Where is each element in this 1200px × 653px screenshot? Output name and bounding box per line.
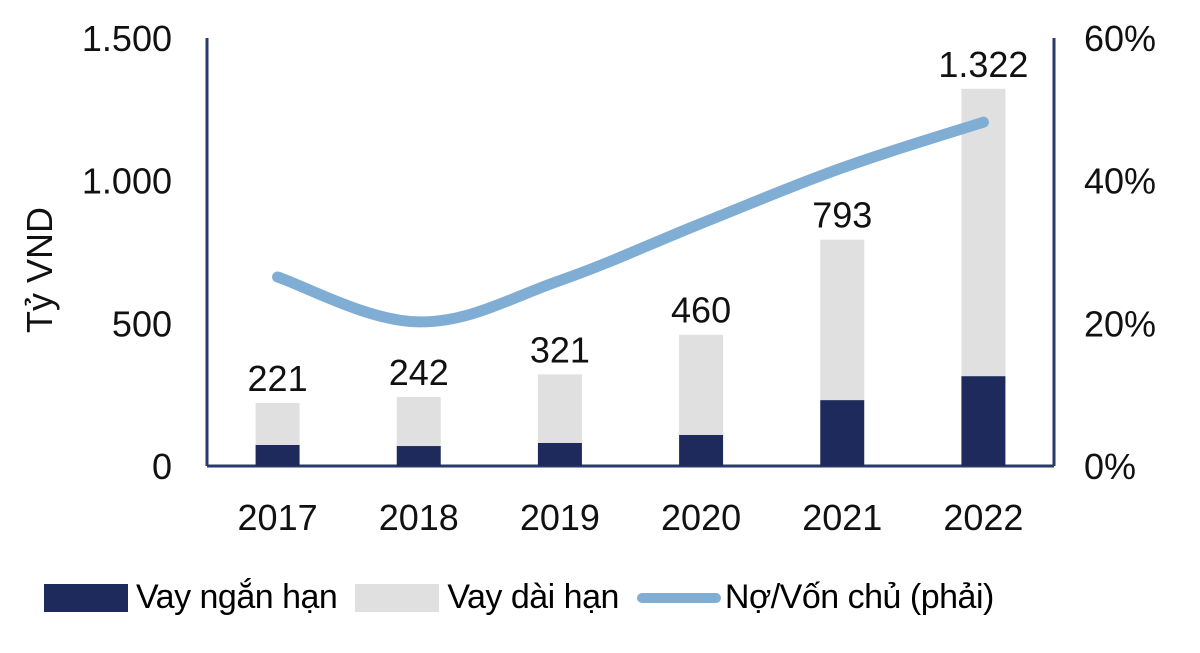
legend-label: Nợ/Vốn chủ (phải) (724, 578, 994, 616)
y-tick-label: 1.000 (82, 161, 172, 202)
y2-tick-label: 0% (1084, 446, 1136, 487)
legend: Vay ngắn hạn Vay dài hạn Nợ/Vốn chủ (phả… (44, 578, 1012, 617)
short-term-bar (679, 434, 724, 466)
debt-equity-line-icon (636, 592, 721, 603)
legend-item-long-term: Vay dài hạn (355, 578, 619, 617)
x-tick-label: 2017 (238, 497, 318, 538)
legend-label: Vay dài hạn (447, 578, 619, 616)
chart-axes (205, 38, 1056, 468)
total-value-label: 460 (671, 290, 731, 331)
y2-tick-label: 20% (1084, 303, 1156, 344)
short-term-bar (537, 442, 582, 466)
axis-ticks: 2017 2018 2019 2020 2021 2022 0 500 1.000 1.500 0%… (19, 18, 1156, 538)
x-tick-label: 2021 (802, 497, 882, 538)
total-value-label: 321 (530, 329, 590, 370)
long-term-bar (537, 374, 582, 443)
x-tick-label: 2019 (520, 497, 600, 538)
short-term-bar (820, 400, 865, 466)
long-term-bar (396, 396, 441, 447)
short-term-bar (961, 376, 1006, 466)
y2-tick-label: 60% (1084, 18, 1156, 59)
y-tick-label: 1.500 (82, 18, 172, 59)
x-tick-label: 2020 (661, 497, 741, 538)
y-tick-label: 500 (112, 303, 172, 344)
total-value-label: 242 (389, 352, 449, 393)
total-value-label: 1.322 (938, 44, 1028, 85)
long-term-bar (961, 88, 1006, 377)
bar-series (255, 88, 1006, 466)
total-value-label: 793 (812, 195, 872, 236)
debt-chart: 221 242 321 460 793 1.322 2017 2018 2019 2020 202… (19, 18, 1156, 538)
legend-item-short-term: Vay ngắn hạn (44, 578, 338, 617)
data-labels: 221 242 321 460 793 1.322 (248, 44, 1029, 399)
y2-tick-label: 40% (1084, 161, 1156, 202)
y-tick-label: 0 (152, 446, 172, 487)
short-term-swatch-icon (44, 583, 128, 612)
debt-to-equity-line (272, 116, 989, 328)
short-term-bar (396, 446, 441, 466)
legend-item-debt-equity: Nợ/Vốn chủ (phải) (636, 578, 994, 617)
long-term-bar (679, 334, 724, 435)
line-series (272, 116, 989, 328)
long-term-swatch-icon (355, 583, 440, 612)
total-value-label: 221 (248, 358, 308, 399)
short-term-bar (255, 444, 300, 466)
y-axis-title: Tỷ VND (19, 207, 60, 333)
x-tick-label: 2022 (943, 497, 1023, 538)
long-term-bar (255, 402, 300, 445)
x-tick-label: 2018 (379, 497, 459, 538)
legend-label: Vay ngắn hạn (136, 578, 338, 616)
long-term-bar (820, 239, 865, 401)
